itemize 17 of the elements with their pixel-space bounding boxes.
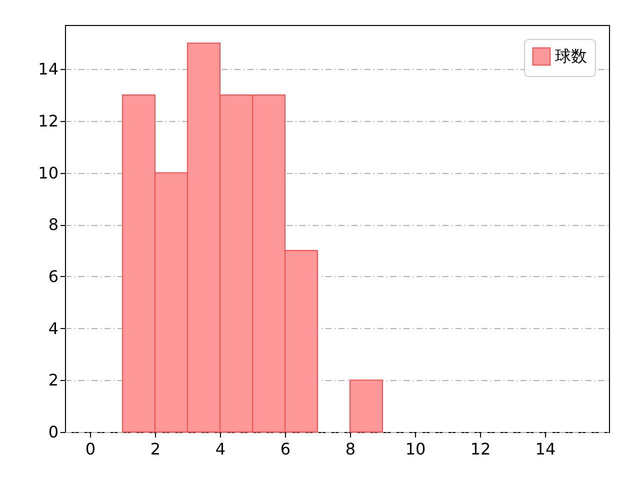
y-tick-label: 8 xyxy=(48,215,58,234)
x-tick-label: 12 xyxy=(470,440,491,458)
legend-label: 球数 xyxy=(555,46,587,66)
x-tick-label: 4 xyxy=(215,440,226,458)
y-tick-label: 10 xyxy=(38,163,58,182)
x-tick-label: 0 xyxy=(85,440,96,458)
y-tick-label: 4 xyxy=(48,318,58,338)
y-tick-label: 2 xyxy=(48,370,58,390)
x-tick-label: 14 xyxy=(535,440,556,458)
x-tick-label: 6 xyxy=(280,440,291,458)
x-tick-label: 2 xyxy=(150,440,161,458)
y-tick-label: 14 xyxy=(38,60,58,79)
y-tick-label: 12 xyxy=(38,111,58,130)
y-tick-label: 0 xyxy=(48,422,58,442)
x-tick-label: 8 xyxy=(345,440,356,458)
x-tick-label: 10 xyxy=(405,440,426,458)
y-tick-label: 6 xyxy=(48,266,58,286)
